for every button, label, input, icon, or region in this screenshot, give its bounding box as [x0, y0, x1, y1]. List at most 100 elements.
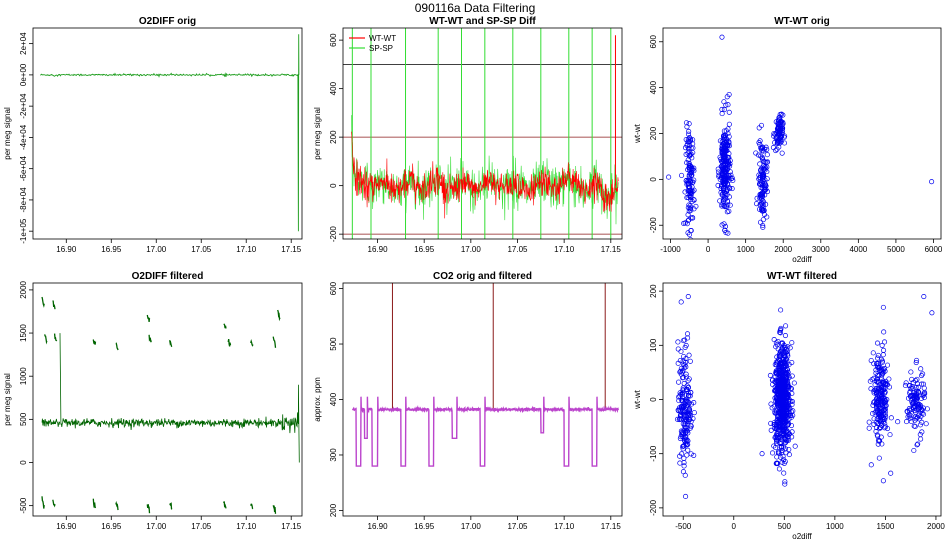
scatter-point: [888, 470, 894, 476]
scatter-point: [760, 217, 766, 223]
scatter-point: [690, 150, 696, 156]
scatter-point: [727, 202, 733, 208]
level-segment: [223, 501, 227, 509]
scatter-point: [778, 439, 784, 445]
scatter-point: [874, 340, 881, 346]
scatter-point: [887, 432, 893, 438]
scatter-point: [780, 385, 786, 391]
scatter-point: [782, 380, 788, 386]
level-segment: [52, 300, 56, 310]
level-segment: [272, 505, 277, 514]
scatter-point: [780, 444, 786, 450]
y-tick-label: -4e+04: [19, 124, 28, 150]
scatter-point: [777, 370, 783, 376]
scatter-point: [730, 177, 736, 183]
scatter-point: [929, 179, 935, 185]
scatter-point: [762, 159, 768, 165]
x-tick-label: 17.15: [601, 522, 622, 531]
scatter-point: [680, 404, 686, 410]
scatter-point: [759, 451, 765, 457]
scatter-point: [876, 455, 882, 461]
plot-area: [343, 28, 622, 239]
scatter-point: [918, 395, 925, 401]
level-segment: [146, 504, 151, 514]
scatter-point: [760, 171, 766, 177]
scatter-point: [687, 243, 691, 247]
scatter-point: [786, 452, 792, 458]
scatter-point: [877, 418, 883, 424]
scatter-point: [875, 441, 881, 447]
scatter-point: [687, 203, 693, 209]
plot-frame: [32, 27, 303, 240]
scatter-point: [679, 397, 685, 403]
x-tick-label: 3000: [812, 245, 830, 254]
scatter-point: [782, 432, 789, 438]
scatter-point: [787, 345, 793, 351]
scatter-point: [688, 389, 694, 395]
scatter-point: [685, 447, 691, 453]
scatter-point: [871, 375, 877, 381]
y-tick-label: -200: [649, 217, 658, 234]
scatter-point: [682, 397, 688, 403]
scatter-point: [870, 350, 876, 356]
scatter-point: [760, 207, 766, 213]
scatter-point: [785, 430, 791, 436]
y-tick-label: 300: [329, 448, 338, 462]
y-tick-label: 1000: [19, 367, 28, 385]
panel-p5: CO2 orig and filtered 16.90 16.95 17.00 17.0…: [313, 271, 623, 531]
scatter-point: [906, 413, 912, 419]
scatter-point: [778, 119, 784, 126]
scatter-point: [688, 215, 694, 221]
scatter-point: [678, 416, 684, 423]
scatter-point: [779, 150, 785, 156]
scatter-point: [691, 452, 697, 458]
panel-title: WT-WT and SP-SP Diff: [429, 16, 536, 27]
panel-p1: O2DIFF orig 16.90 16.95 17.00 17.05 17.10 17.1…: [3, 16, 303, 254]
scatter-point: [716, 172, 722, 178]
scatter-point: [726, 91, 732, 98]
y-tick-label: 200: [329, 503, 338, 517]
scatter-point: [921, 391, 927, 397]
plot-grid: O2DIFF orig 16.90 16.95 17.00 17.05 17.10 17.1…: [3, 16, 945, 541]
x-tick-label: 16.90: [56, 245, 77, 254]
scatter-point: [690, 188, 696, 194]
scatter-point: [722, 149, 728, 155]
scatter-point: [871, 399, 877, 406]
scatter-point: [774, 423, 780, 429]
scatter-point: [677, 460, 683, 466]
scatter-point: [724, 180, 730, 187]
scatter-point: [907, 388, 913, 394]
scatter-point: [679, 451, 685, 457]
scatter-point: [918, 436, 924, 442]
scatter-point: [757, 192, 763, 198]
scatter-point: [868, 462, 874, 468]
x-tick-label: 4000: [849, 245, 867, 254]
x-tick-label: 16.90: [368, 522, 389, 531]
scatter-point: [722, 197, 728, 203]
scatter-point: [784, 348, 790, 354]
scatter-point: [719, 106, 725, 113]
x-tick-label: 17.00: [146, 522, 167, 531]
scatter-point: [690, 137, 696, 143]
scatter-point: [779, 340, 785, 346]
plot-frame: [32, 282, 303, 517]
x-tick-label: 16.95: [414, 245, 435, 254]
scatter-point: [914, 442, 920, 448]
scatter-point: [691, 187, 697, 193]
scatter-point: [771, 133, 777, 139]
scatter-point: [904, 419, 910, 425]
scatter-point: [875, 392, 881, 398]
scatter-point: [880, 478, 886, 484]
scatter-point: [684, 160, 690, 166]
scatter-point: [878, 434, 884, 440]
scatter-point: [685, 218, 691, 224]
scatter-point: [687, 256, 691, 260]
plot-frame: [342, 282, 623, 517]
legend-label: WT-WT: [369, 34, 396, 43]
level-segment: [169, 502, 173, 510]
scatter-point: [775, 123, 781, 130]
scatter-point: [685, 205, 691, 211]
y-tick-label: 600: [329, 281, 338, 295]
scatter-point: [880, 416, 886, 423]
scatter-point: [683, 403, 689, 409]
